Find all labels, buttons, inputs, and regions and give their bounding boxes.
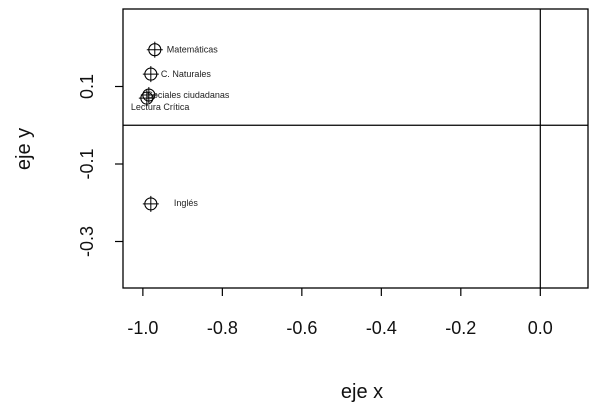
plot-frame	[122, 8, 589, 289]
data-point: Sociales ciudadanas	[140, 87, 230, 104]
data-point: C. Naturales	[142, 66, 212, 83]
data-point: Inglés	[142, 195, 199, 212]
data-points: Matemáticas C. Naturales Sociales ciudadan…	[131, 41, 230, 212]
y-tick-label: -0.3	[77, 226, 97, 257]
point-label: Matemáticas	[167, 45, 219, 55]
data-point: Lectura Crítica	[131, 90, 190, 112]
x-tick-label: -1.0	[127, 318, 158, 338]
y-axis-label: eje y	[13, 128, 35, 170]
x-tick-label: -0.6	[286, 318, 317, 338]
point-label: C. Naturales	[161, 69, 212, 79]
x-axis: -1.0 -0.8 -0.6 -0.4 -0.2 0.0	[127, 288, 553, 338]
point-label: Inglés	[174, 198, 199, 208]
point-label: Sociales ciudadanas	[147, 90, 230, 100]
point-label: Lectura Crítica	[131, 102, 190, 112]
y-axis: -0.3 -0.1 0.1	[77, 74, 123, 257]
y-tick-label: -0.1	[77, 148, 97, 179]
x-tick-label: -0.8	[207, 318, 238, 338]
y-tick-label: 0.1	[77, 74, 97, 99]
x-tick-label: -0.4	[366, 318, 397, 338]
x-tick-label: -0.2	[445, 318, 476, 338]
x-tick-label: 0.0	[528, 318, 553, 338]
x-axis-label: eje x	[341, 381, 383, 403]
reference-lines	[123, 9, 588, 288]
data-point: Matemáticas	[146, 41, 219, 58]
